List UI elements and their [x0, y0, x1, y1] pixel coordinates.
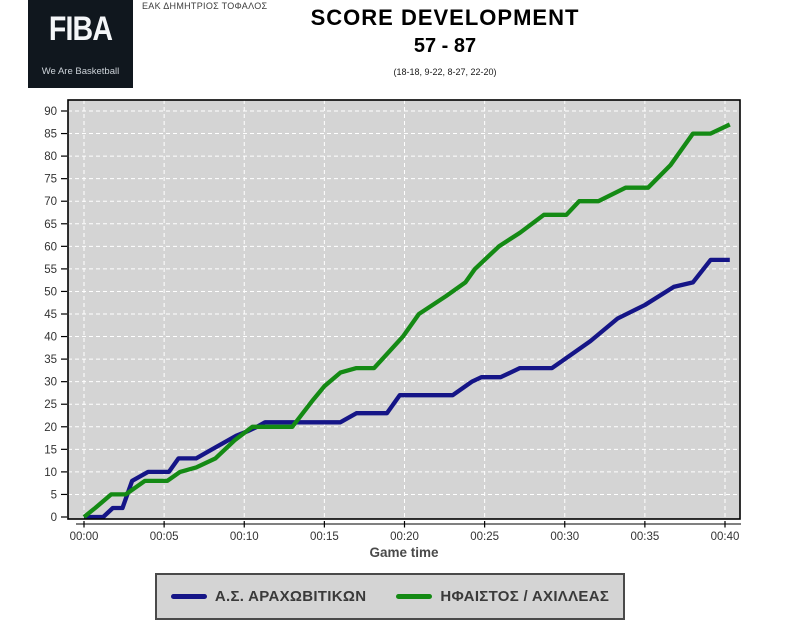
plot-frame	[67, 99, 741, 520]
x-tick-label: 00:00	[70, 531, 99, 543]
x-tick-label: 00:05	[150, 531, 179, 543]
y-tick-label: 20	[44, 422, 57, 434]
series-line-0	[84, 257, 730, 520]
fiba-tagline-text: We Are Basketball	[41, 66, 120, 77]
y-tick-label: 80	[44, 151, 57, 163]
y-tick-label: 30	[44, 377, 57, 389]
y-tick-label: 5	[51, 489, 57, 501]
x-tick-label: 00:15	[310, 531, 339, 543]
y-tick-label: 0	[51, 512, 57, 524]
x-tick-label: 00:20	[390, 531, 419, 543]
y-tick-label: 85	[44, 129, 57, 141]
y-tick-label: 10	[44, 467, 57, 479]
y-tick-label: 40	[44, 332, 57, 344]
final-score: 57 - 87	[413, 35, 477, 57]
y-tick-label: 60	[44, 241, 57, 253]
y-tick-label: 55	[44, 264, 57, 276]
y-tick-label: 90	[44, 106, 57, 118]
y-tick-label: 35	[44, 354, 57, 366]
y-tick-label: 75	[44, 174, 57, 186]
x-tick-label: 00:25	[470, 531, 499, 543]
score-development-chart: 00:00 00:05 00:10 00:15 00:20 00:25 00:30 00:35…	[44, 99, 741, 543]
y-tick-label: 65	[44, 219, 57, 231]
legend-item-1: ΗΦΑΙΣΤΟΣ / ΑΧΙΛΛΕΑΣ	[396, 588, 609, 605]
series-line-1	[82, 122, 731, 519]
fiba-logo: FIBA We Are Basketball	[28, 0, 133, 88]
legend-swatch-1	[396, 594, 433, 599]
x-tick-label: 00:35	[630, 531, 659, 543]
fiba-brand-text: FIBA	[48, 10, 113, 48]
legend-item-0: Α.Σ. ΑΡΑΧΩΒΙΤΙΚΩΝ	[170, 588, 367, 605]
x-tick-label: 00:40	[711, 531, 740, 543]
legend-swatch-0	[170, 594, 207, 599]
y-tick-label: 50	[44, 286, 57, 298]
x-tick-label: 00:30	[550, 531, 579, 543]
venue-text: ΕΑΚ ΔΗΜΗΤΡΙΟΣ ΤΟΦΑΛΟΣ	[142, 1, 268, 11]
quarter-scores: (18-18, 9-22, 8-27, 22-20)	[393, 67, 497, 77]
chart-legend: Α.Σ. ΑΡΑΧΩΒΙΤΙΚΩΝ ΗΦΑΙΣΤΟΣ / ΑΧΙΛΛΕΑΣ	[155, 573, 625, 620]
legend-label-1: ΗΦΑΙΣΤΟΣ / ΑΧΙΛΛΕΑΣ	[440, 588, 610, 605]
page-title: SCORE DEVELOPMENT	[310, 5, 580, 30]
y-tick-label: 45	[44, 309, 57, 321]
y-tick-label: 25	[44, 399, 57, 411]
y-tick-label: 15	[44, 444, 57, 456]
x-tick-label: 00:10	[230, 531, 259, 543]
x-axis-title: Game time	[369, 545, 439, 560]
legend-label-0: Α.Σ. ΑΡΑΧΩΒΙΤΙΚΩΝ	[214, 588, 367, 605]
y-tick-label: 70	[44, 196, 57, 208]
